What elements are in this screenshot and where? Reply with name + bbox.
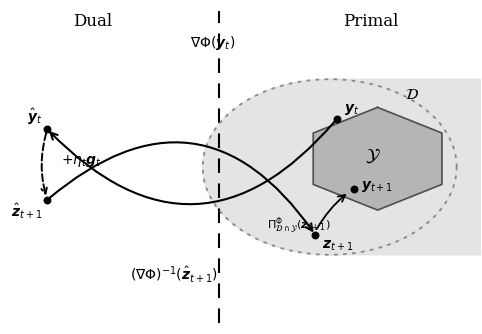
- Point: [43, 126, 51, 132]
- Point: [43, 197, 51, 203]
- Point: [333, 116, 341, 122]
- Text: Primal: Primal: [343, 13, 398, 30]
- Point: [350, 186, 358, 191]
- FancyArrowPatch shape: [51, 121, 335, 204]
- Text: $\hat{\boldsymbol{z}}_{t+1}$: $\hat{\boldsymbol{z}}_{t+1}$: [11, 202, 42, 221]
- Text: $(\nabla\Phi)^{-1}(\hat{\boldsymbol{z}}_{t+1})$: $(\nabla\Phi)^{-1}(\hat{\boldsymbol{z}}_…: [130, 265, 218, 285]
- FancyArrowPatch shape: [49, 142, 312, 231]
- Text: $\boldsymbol{z}_{t+1}$: $\boldsymbol{z}_{t+1}$: [322, 238, 354, 253]
- Point: [311, 232, 319, 237]
- Polygon shape: [313, 107, 442, 210]
- Text: $\boldsymbol{y}_{t+1}$: $\boldsymbol{y}_{t+1}$: [361, 179, 393, 194]
- Text: $+\eta_t\boldsymbol{g}_t$: $+\eta_t\boldsymbol{g}_t$: [61, 153, 102, 169]
- Polygon shape: [330, 79, 481, 255]
- Text: $\mathcal{Y}$: $\mathcal{Y}$: [365, 146, 381, 165]
- Text: $\mathcal{D}$: $\mathcal{D}$: [405, 88, 419, 102]
- Polygon shape: [202, 79, 456, 255]
- FancyArrowPatch shape: [317, 195, 345, 229]
- Text: Dual: Dual: [73, 13, 112, 30]
- Text: $\nabla\Phi(\boldsymbol{y}_t)$: $\nabla\Phi(\boldsymbol{y}_t)$: [189, 34, 235, 52]
- Text: $\boldsymbol{y}_t$: $\boldsymbol{y}_t$: [344, 102, 360, 117]
- Text: $\Pi^{\Phi}_{\mathcal{D}\cap\mathcal{Y}}(\boldsymbol{z}_{t+1})$: $\Pi^{\Phi}_{\mathcal{D}\cap\mathcal{Y}}…: [268, 215, 331, 236]
- Text: $\hat{\boldsymbol{y}}_t$: $\hat{\boldsymbol{y}}_t$: [27, 107, 42, 127]
